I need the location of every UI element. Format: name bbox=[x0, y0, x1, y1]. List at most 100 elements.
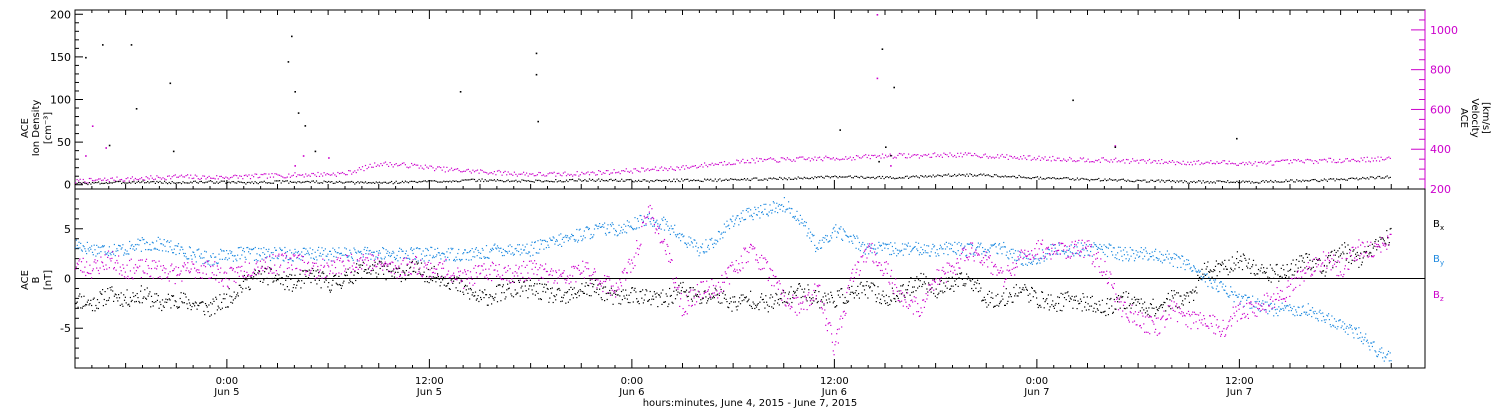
data-point bbox=[132, 292, 134, 294]
data-point bbox=[81, 250, 83, 252]
data-point bbox=[824, 292, 826, 294]
data-point bbox=[665, 293, 667, 295]
data-point bbox=[323, 172, 325, 174]
data-point bbox=[599, 223, 601, 225]
data-point bbox=[117, 250, 119, 252]
data-point bbox=[153, 179, 155, 181]
data-point bbox=[912, 175, 914, 177]
data-point bbox=[123, 252, 126, 254]
data-point bbox=[147, 249, 149, 251]
data-point bbox=[542, 174, 545, 176]
data-point bbox=[236, 294, 238, 296]
data-point bbox=[1105, 245, 1107, 248]
data-point bbox=[881, 153, 884, 155]
data-point bbox=[150, 249, 153, 251]
data-point bbox=[1029, 293, 1031, 295]
data-point bbox=[1328, 255, 1330, 257]
data-point bbox=[588, 295, 590, 297]
data-point bbox=[1040, 306, 1042, 308]
data-point bbox=[560, 233, 562, 235]
data-point bbox=[862, 241, 864, 244]
data-point bbox=[1118, 259, 1120, 261]
data-point bbox=[167, 251, 169, 253]
data-point bbox=[124, 249, 126, 251]
data-point bbox=[901, 285, 904, 287]
data-point bbox=[414, 180, 416, 182]
data-point bbox=[526, 243, 528, 245]
data-point bbox=[504, 170, 506, 172]
data-point bbox=[289, 273, 291, 276]
data-point bbox=[1035, 159, 1037, 161]
data-point bbox=[177, 245, 179, 247]
data-point bbox=[211, 303, 213, 305]
data-point bbox=[332, 182, 334, 184]
data-point bbox=[1226, 293, 1228, 295]
data-point bbox=[1193, 265, 1195, 267]
data-point bbox=[416, 247, 418, 249]
data-point bbox=[102, 305, 104, 307]
data-point bbox=[731, 221, 733, 223]
data-point bbox=[1370, 342, 1372, 344]
data-point bbox=[1262, 180, 1264, 182]
data-point bbox=[1311, 260, 1314, 262]
data-point bbox=[648, 181, 650, 183]
data-point bbox=[969, 173, 971, 175]
data-point bbox=[423, 260, 425, 262]
data-point bbox=[118, 244, 120, 246]
data-point bbox=[1090, 178, 1092, 181]
data-point bbox=[942, 292, 944, 294]
data-point bbox=[396, 268, 398, 270]
data-point bbox=[946, 154, 948, 156]
data-point bbox=[459, 260, 461, 262]
data-point bbox=[426, 281, 428, 283]
data-point bbox=[1153, 160, 1155, 162]
data-point bbox=[426, 248, 428, 250]
data-point bbox=[704, 162, 706, 164]
data-point bbox=[503, 254, 505, 257]
data-point bbox=[1214, 265, 1217, 267]
data-point bbox=[502, 248, 504, 250]
data-point bbox=[82, 181, 84, 184]
data-point bbox=[385, 249, 387, 251]
data-point bbox=[319, 275, 321, 277]
data-point bbox=[473, 295, 475, 297]
data-point bbox=[694, 180, 696, 182]
data-point bbox=[996, 304, 998, 306]
data-point bbox=[393, 256, 396, 258]
data-point bbox=[101, 246, 103, 248]
data-point bbox=[1329, 157, 1332, 159]
data-point bbox=[1127, 159, 1129, 161]
data-point bbox=[1281, 302, 1283, 304]
data-point bbox=[1113, 179, 1115, 181]
data-point bbox=[822, 160, 824, 162]
data-point bbox=[363, 182, 365, 184]
data-point bbox=[1370, 252, 1372, 254]
data-point bbox=[1345, 179, 1347, 181]
data-point bbox=[628, 294, 630, 296]
data-point bbox=[652, 295, 654, 297]
data-point bbox=[1227, 163, 1229, 165]
data-point bbox=[1263, 181, 1266, 183]
data-point bbox=[319, 252, 321, 254]
data-point bbox=[714, 287, 716, 289]
data-point bbox=[1015, 157, 1017, 159]
data-point bbox=[825, 234, 827, 237]
data-point bbox=[1095, 159, 1097, 161]
data-point bbox=[476, 298, 478, 300]
data-point bbox=[1112, 247, 1114, 249]
data-point bbox=[1264, 272, 1266, 274]
data-point bbox=[1282, 159, 1284, 161]
data-point bbox=[1132, 180, 1134, 183]
data-point bbox=[431, 267, 433, 269]
data-point bbox=[947, 156, 950, 158]
data-point bbox=[558, 234, 560, 236]
data-point bbox=[1380, 156, 1382, 158]
data-point bbox=[840, 158, 842, 161]
data-point bbox=[1234, 181, 1236, 184]
data-point bbox=[326, 173, 328, 175]
data-point bbox=[1194, 163, 1197, 165]
data-point bbox=[82, 257, 84, 259]
data-point bbox=[836, 231, 839, 233]
data-point bbox=[420, 181, 422, 183]
data-point bbox=[1076, 177, 1078, 179]
